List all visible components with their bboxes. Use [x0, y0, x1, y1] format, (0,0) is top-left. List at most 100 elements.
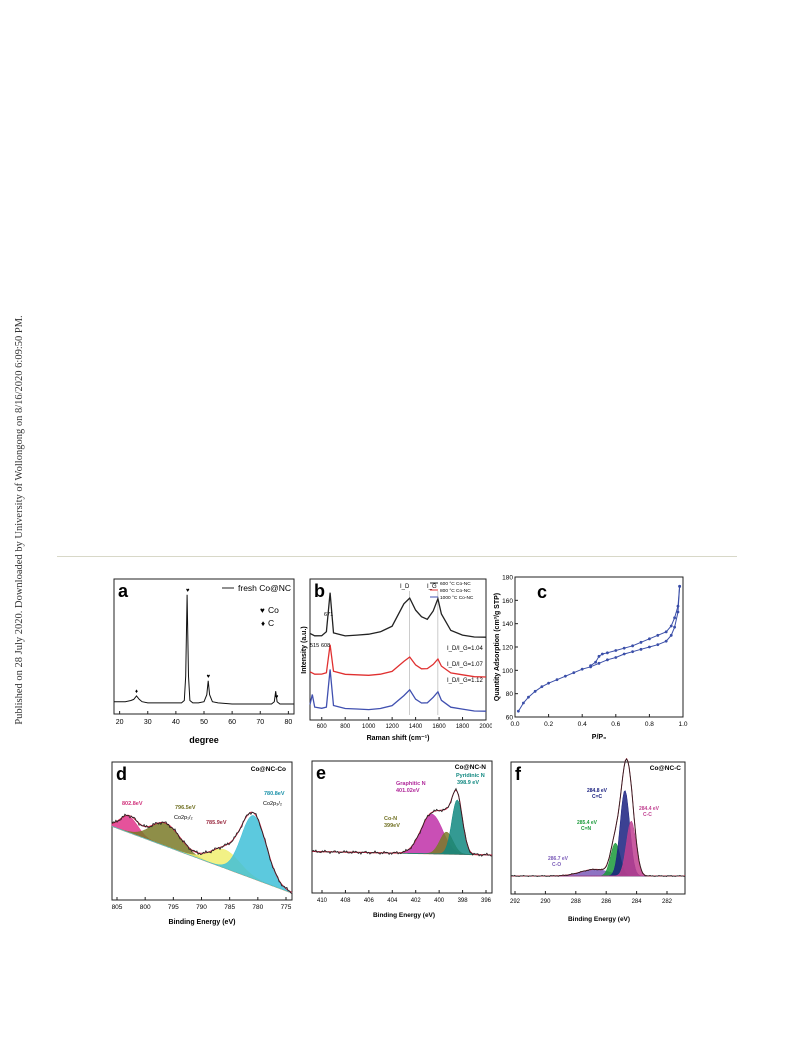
x-axis-ticks: 600 800 1000 1200 1400 1600 1800 2000	[317, 717, 492, 730]
panel-d-svg: d Co@NC-Co 805 800 795 790 785 780 775 802.8eV…	[111, 761, 293, 926]
ratio-label-2: I_D/I_G=1.07	[447, 662, 484, 668]
x-tick-label: 410	[317, 898, 328, 904]
adsorption-point	[656, 643, 660, 647]
x-tick-label: 1400	[409, 724, 423, 730]
adsorption-line	[517, 586, 681, 712]
adsorption-point	[597, 661, 601, 665]
adsorption-point	[516, 709, 520, 713]
x-tick-label: 0.2	[544, 721, 553, 728]
annotation-co2p12: Co2p₁/₂	[174, 815, 193, 821]
x-axis-ticks: 410 408 406 404 402 400 398 396	[317, 890, 492, 904]
x-tick-label: 1600	[432, 724, 446, 730]
x-tick-label: 20	[116, 719, 124, 726]
fit-peak	[511, 820, 685, 877]
x-tick-label: 1800	[456, 724, 470, 730]
series-line	[309, 592, 487, 638]
annotation-pyridinic: Pyridinic N	[456, 773, 485, 779]
x-tick-label: 288	[571, 899, 582, 905]
raw-spectrum	[510, 758, 685, 878]
x-axis-ticks: 20 30 40 50 60 70 80	[116, 711, 292, 726]
peak-label-671: 671	[324, 612, 333, 618]
annotation-802: 802.8eV	[122, 801, 143, 807]
annotation-286-7: 286.7 eV	[548, 856, 569, 862]
x-axis-ticks: 292 290 288 286 284 282	[510, 891, 673, 905]
adsorption-point	[540, 685, 544, 689]
x-axis-label: Binding Energy (eV)	[568, 916, 630, 923]
x-tick-label: 805	[112, 904, 123, 911]
x-axis-ticks: 805 800 795 790 785 780 775	[112, 897, 292, 911]
panel-e-svg: e Co@NC-N 410 408 406 404 402 400 398 396 Graph…	[311, 760, 493, 919]
adsorption-point	[527, 695, 530, 699]
adsorption-point	[622, 652, 626, 656]
fit-peak	[111, 815, 293, 894]
x-tick-label: 60	[228, 719, 236, 726]
desorption-point	[600, 652, 604, 656]
panel-e: e Co@NC-N 410 408 406 404 402 400 398 396 Graph…	[308, 757, 498, 929]
adsorption-point	[664, 639, 668, 643]
x-tick-label: 408	[340, 898, 351, 904]
x-tick-label: 800	[340, 724, 351, 730]
panel-f-svg: f Co@NC-C 292 290 288 286 284 282 284.8 eV C=…	[510, 758, 686, 923]
x-tick-label: 0.8	[645, 721, 654, 728]
panel-title: Co@NC-C	[650, 765, 682, 772]
legend-co-symbol: ♥	[260, 606, 265, 615]
panel-f: f Co@NC-C 292 290 288 286 284 282 284.8 eV C=…	[507, 758, 693, 930]
panel-c: c 0.0 0.2 0.4 0.6 0.8 1.0 60 80 100 120 140 160 180 …	[493, 572, 693, 747]
x-tick-label: 70	[256, 719, 264, 726]
ratio-label-3: I_D/I_G=1.12	[447, 678, 484, 684]
annotation-285-4: 285.4 eV	[577, 820, 598, 826]
band-label-g: I_G	[427, 584, 437, 590]
plot-area	[510, 758, 685, 878]
legend-label: 1000 °C Co-NC	[440, 595, 474, 601]
desorption-line	[590, 586, 681, 667]
desorption-point	[631, 644, 634, 648]
desorption-point	[676, 604, 680, 608]
raw-spectrum	[111, 811, 293, 895]
series-line	[114, 594, 294, 705]
legend-label: 800 °C Co-NC	[440, 588, 471, 594]
x-tick-label: 30	[144, 719, 152, 726]
desorption-point	[669, 624, 673, 628]
annotation-284-8: 284.8 eV	[587, 788, 608, 794]
annotation-399: 399eV	[384, 823, 400, 829]
adsorption-point	[533, 689, 537, 693]
annotation-cn: C=N	[581, 826, 592, 832]
plot-frame	[311, 760, 493, 894]
x-tick-label: 785	[224, 904, 235, 911]
plot-area	[516, 584, 682, 713]
plot-frame	[113, 578, 295, 715]
annotation-401: 401.02eV	[396, 788, 420, 794]
panel-letter-e: e	[316, 763, 326, 783]
legend-c-label: C	[268, 618, 274, 628]
desorption-point	[589, 664, 592, 668]
desorption-point	[622, 646, 626, 650]
y-tick-label: 140	[502, 621, 513, 628]
x-tick-label: 775	[281, 904, 292, 911]
x-tick-label: 402	[411, 898, 422, 904]
x-tick-label: 1200	[385, 724, 399, 730]
x-axis-label: P/P₀	[592, 734, 606, 741]
plot-frame	[309, 578, 487, 721]
x-tick-label: 292	[510, 899, 521, 905]
x-tick-label: 800	[140, 904, 151, 911]
x-tick-label: 80	[284, 719, 292, 726]
adsorption-point	[580, 667, 584, 671]
annotation-780: 780.8eV	[264, 791, 285, 797]
legend-label: fresh Co@NC	[238, 583, 291, 593]
peak-marker: ♥	[275, 695, 279, 701]
annotation-co: C-O	[552, 862, 561, 868]
page-rule	[57, 556, 737, 557]
plot-area	[309, 591, 487, 715]
x-tick-label: 2000	[479, 724, 492, 730]
legend-c-symbol: ♦	[261, 619, 265, 628]
plot-frame	[510, 761, 686, 895]
annotation-796: 796.5eV	[175, 805, 196, 811]
y-tick-label: 80	[506, 691, 514, 698]
adsorption-point	[614, 656, 618, 659]
x-tick-label: 406	[364, 898, 375, 904]
panel-b: b 600 °C Co-NC 800 °C Co-NC 1000 °C Co-NC …	[296, 575, 492, 747]
x-tick-label: 282	[662, 899, 673, 905]
desorption-point	[594, 660, 598, 664]
y-axis-label: Quantity Adsorption (cm³/g STP)	[494, 593, 501, 701]
peak-label-515: 515	[310, 643, 319, 649]
